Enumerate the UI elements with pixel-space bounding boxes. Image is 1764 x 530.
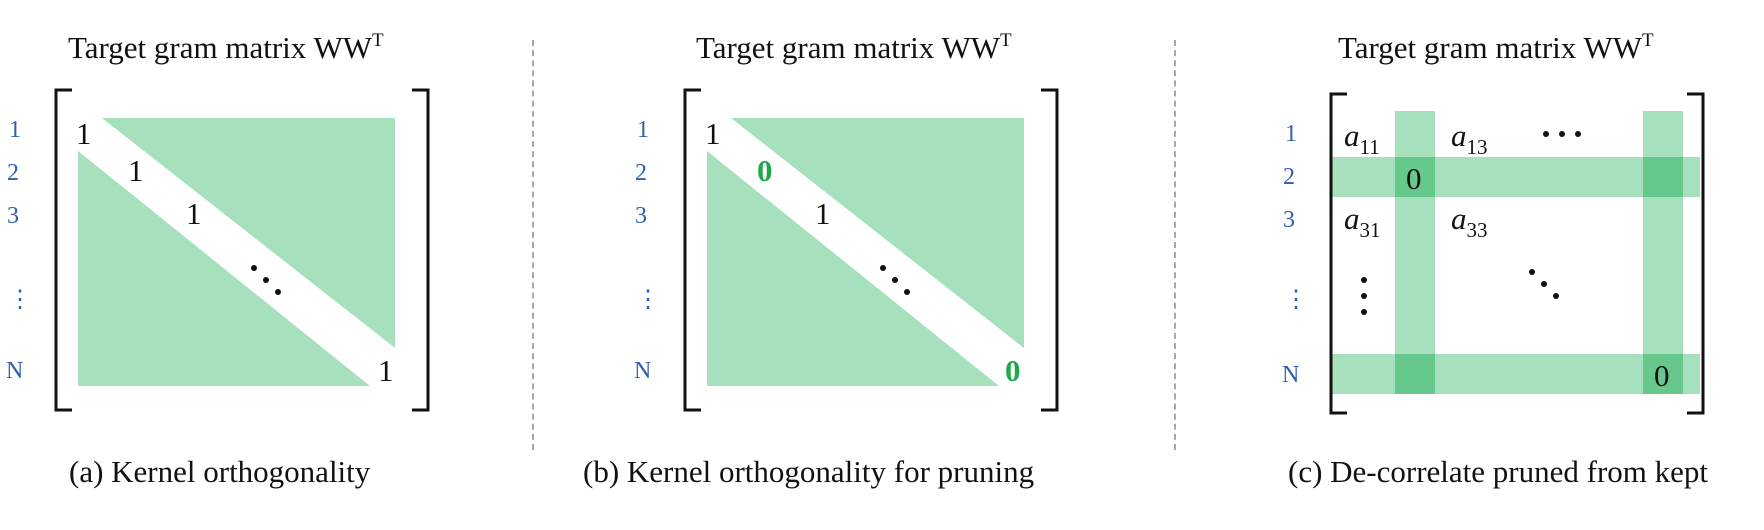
panel-c-intersection-n-n [1643, 354, 1683, 394]
panel-b-lower-triangle [707, 151, 999, 386]
panel-a-row-label-n: N [6, 358, 24, 384]
panel-c-entry-a13: a13 [1451, 118, 1488, 159]
panel-c-band-row-n [1330, 354, 1700, 394]
panel-a-upper-triangle [102, 118, 395, 348]
panel-c-right-bracket [1687, 92, 1705, 415]
panel-a-left-bracket [54, 88, 72, 412]
panel-b-diag-2-zero: 0 [757, 153, 773, 188]
panel-c-zero-2-2: 0 [1406, 161, 1422, 196]
panel-c-caption: (c) De-correlate pruned from kept [1288, 454, 1708, 489]
panel-b-diag-ellipsis [880, 265, 910, 295]
panel-c-entry-a33: a33 [1451, 201, 1488, 242]
panel-b-right-bracket [1041, 88, 1059, 412]
panel-c-row-label-n: N [1282, 362, 1300, 388]
panel-b-row-label-3: 3 [635, 203, 647, 229]
panel-c-left-bracket [1329, 92, 1347, 415]
panel-a-row-label-dots: ⋮ [8, 287, 32, 313]
panel-b-caption: (b) Kernel orthogonality for pruning [583, 454, 1035, 489]
panel-a-row-label-1: 1 [9, 117, 21, 143]
panel-c-diag-ellipsis [1529, 269, 1559, 299]
panel-c-row-label-3: 3 [1283, 207, 1295, 233]
panel-b-diag-3: 1 [815, 196, 831, 231]
panel-a-diag-ellipsis [251, 265, 281, 295]
panel-b-diag-1: 1 [705, 116, 721, 151]
panel-c-title: Target gram matrix WWT [1338, 30, 1654, 65]
panel-a-row-label-2: 2 [7, 160, 19, 186]
panel-c-band-col-n [1643, 111, 1683, 394]
divider-right [1174, 40, 1176, 450]
panel-c-band-col-2 [1395, 111, 1435, 394]
panel-b-row-label-2: 2 [635, 160, 647, 186]
panel-a-caption: (a) Kernel orthogonality [69, 454, 371, 489]
panel-b-left-bracket [683, 88, 701, 412]
panel-c-intersection-2-2 [1395, 157, 1435, 197]
panel-c-row-label-2: 2 [1283, 164, 1295, 190]
panel-c-intersection-2-n [1643, 157, 1683, 197]
panel-a-row-label-3: 3 [7, 203, 19, 229]
divider-left [532, 40, 534, 450]
panel-a-diag-n: 1 [378, 353, 394, 388]
panel-b-row-label-1: 1 [637, 117, 649, 143]
panel-a-diag-3: 1 [186, 196, 202, 231]
panel-a-right-bracket [412, 88, 430, 412]
panel-c-entry-a31: a31 [1344, 201, 1381, 242]
panel-c-row-label-dots: ⋮ [1284, 287, 1308, 313]
panel-c-zero-n-n: 0 [1654, 358, 1670, 393]
panel-c-row-label-1: 1 [1285, 121, 1297, 147]
panel-c-row-1-ellipsis [1543, 131, 1581, 137]
panel-a-diag-1: 1 [76, 116, 92, 151]
panel-b-row-label-n: N [634, 358, 652, 384]
panel-b-title: Target gram matrix WWT [696, 30, 1012, 65]
panel-b-upper-triangle [731, 118, 1024, 348]
panel-c-col-1-vertical-ellipsis [1361, 277, 1367, 315]
panel-c-entry-a11: a11 [1344, 118, 1380, 159]
panel-b-diag-n-zero: 0 [1005, 353, 1021, 388]
panel-c-band-row-2 [1330, 157, 1700, 197]
panel-b-row-label-dots: ⋮ [636, 287, 660, 313]
panel-c-intersection-n-2 [1395, 354, 1435, 394]
panel-a-lower-triangle [78, 151, 370, 386]
panel-a-title: Target gram matrix WWT [68, 30, 384, 65]
panel-a-diag-2: 1 [128, 153, 144, 188]
